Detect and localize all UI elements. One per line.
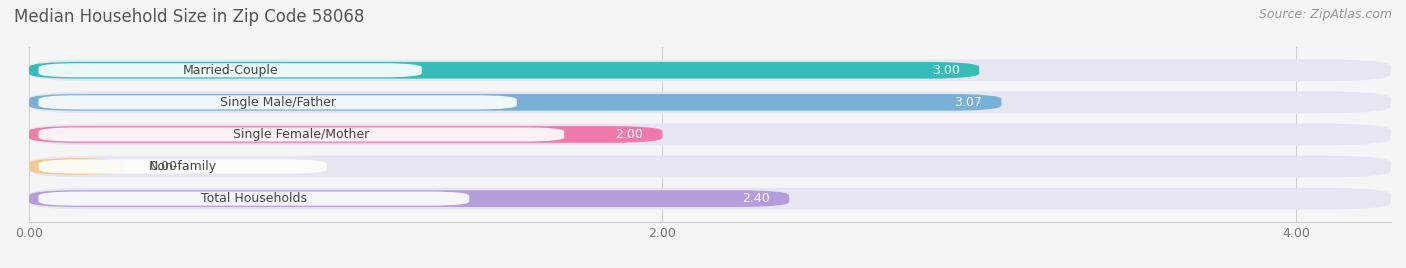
Text: 2.40: 2.40 xyxy=(742,192,770,205)
Text: Source: ZipAtlas.com: Source: ZipAtlas.com xyxy=(1258,8,1392,21)
FancyBboxPatch shape xyxy=(30,94,1001,111)
FancyBboxPatch shape xyxy=(38,63,422,77)
Text: Single Female/Mother: Single Female/Mother xyxy=(233,128,370,141)
FancyBboxPatch shape xyxy=(30,62,979,79)
FancyBboxPatch shape xyxy=(30,126,662,143)
Text: Non-family: Non-family xyxy=(149,160,217,173)
Text: Single Male/Father: Single Male/Father xyxy=(219,96,336,109)
FancyBboxPatch shape xyxy=(30,59,1391,81)
Text: 0.00: 0.00 xyxy=(149,160,177,173)
Text: 3.07: 3.07 xyxy=(955,96,983,109)
Text: Total Households: Total Households xyxy=(201,192,307,205)
FancyBboxPatch shape xyxy=(38,95,517,109)
Text: 2.00: 2.00 xyxy=(616,128,644,141)
FancyBboxPatch shape xyxy=(38,192,470,206)
FancyBboxPatch shape xyxy=(30,156,1391,177)
FancyBboxPatch shape xyxy=(30,91,1391,113)
Text: 3.00: 3.00 xyxy=(932,64,960,77)
FancyBboxPatch shape xyxy=(30,158,124,175)
FancyBboxPatch shape xyxy=(30,124,1391,145)
Text: Median Household Size in Zip Code 58068: Median Household Size in Zip Code 58068 xyxy=(14,8,364,26)
FancyBboxPatch shape xyxy=(38,159,326,174)
FancyBboxPatch shape xyxy=(30,188,1391,210)
FancyBboxPatch shape xyxy=(30,190,789,207)
FancyBboxPatch shape xyxy=(38,127,564,142)
Text: Married-Couple: Married-Couple xyxy=(183,64,278,77)
